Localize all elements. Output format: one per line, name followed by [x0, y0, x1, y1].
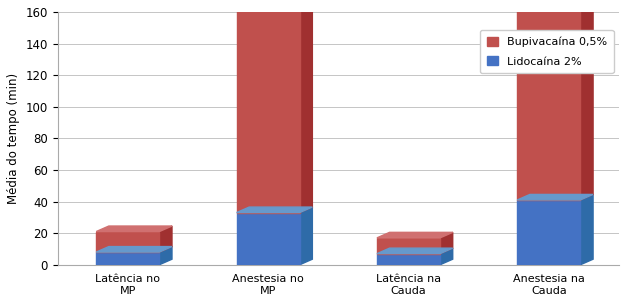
- Polygon shape: [96, 226, 172, 231]
- Y-axis label: Média do tempo (min): Média do tempo (min): [7, 73, 20, 204]
- Bar: [96, 231, 160, 252]
- Polygon shape: [377, 248, 453, 254]
- Polygon shape: [580, 0, 593, 200]
- Polygon shape: [580, 195, 593, 265]
- Bar: [517, 200, 580, 265]
- Bar: [517, 0, 580, 200]
- Polygon shape: [160, 247, 172, 265]
- Polygon shape: [440, 248, 453, 265]
- Polygon shape: [517, 195, 593, 200]
- Bar: [377, 238, 440, 254]
- Polygon shape: [237, 207, 312, 213]
- Polygon shape: [160, 226, 172, 252]
- Polygon shape: [440, 232, 453, 254]
- Polygon shape: [377, 232, 453, 238]
- Legend: Bupivacaína 0,5%, Lidocaína 2%: Bupivacaína 0,5%, Lidocaína 2%: [480, 30, 613, 73]
- Bar: [96, 252, 160, 265]
- Polygon shape: [96, 247, 172, 252]
- Bar: [237, 0, 300, 213]
- Bar: [237, 213, 300, 265]
- Polygon shape: [300, 207, 312, 265]
- Polygon shape: [300, 0, 312, 213]
- Bar: [377, 254, 440, 265]
